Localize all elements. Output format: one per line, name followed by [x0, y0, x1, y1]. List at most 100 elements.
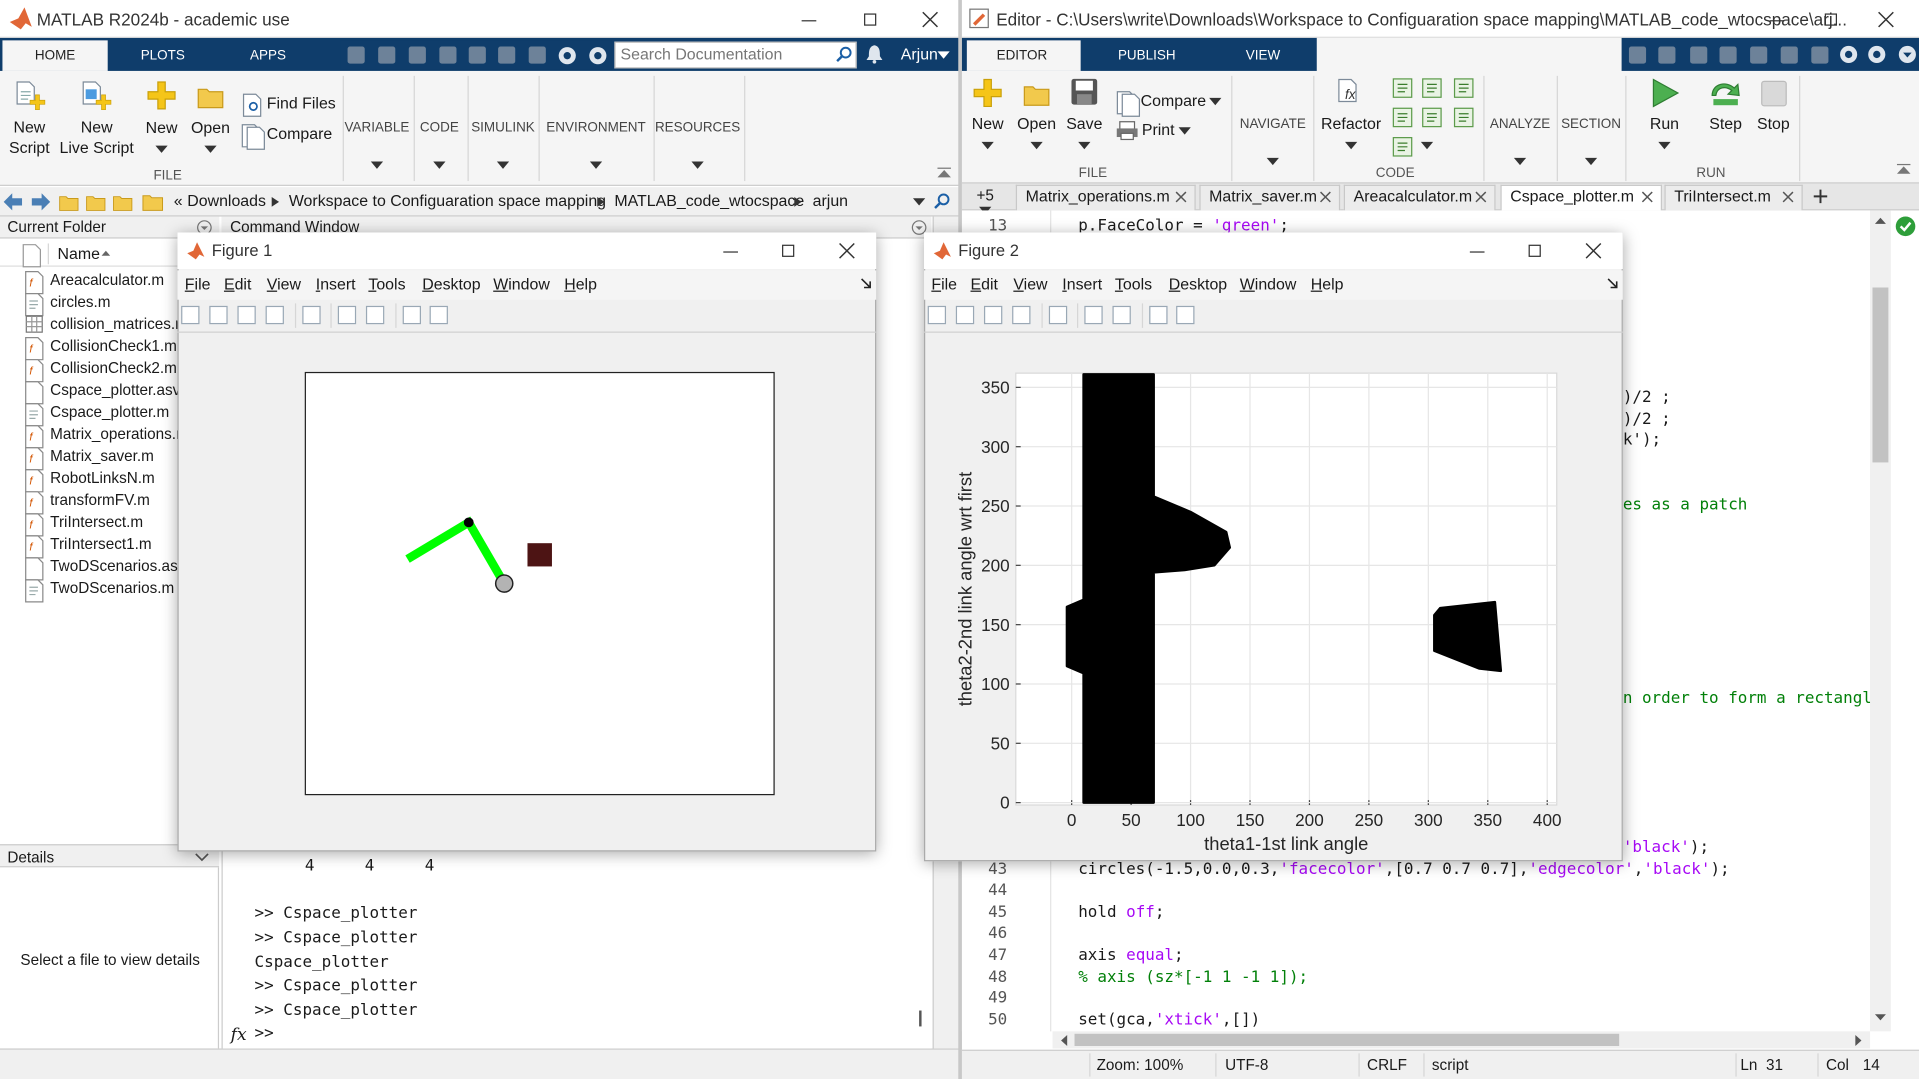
- scroll-thumb[interactable]: [1074, 1033, 1620, 1047]
- figure-toolbar-button[interactable]: [983, 305, 1003, 325]
- file-tab[interactable]: [1664, 184, 1803, 211]
- menu-item[interactable]: Help: [564, 274, 597, 294]
- toolstrip-button[interactable]: Find Files: [266, 93, 336, 112]
- file-entry[interactable]: TriIntersect1.m: [50, 535, 152, 553]
- quick-access-icon[interactable]: [498, 46, 516, 64]
- figure-toolbar-button[interactable]: [927, 305, 947, 325]
- figure-toolbar-button[interactable]: [209, 305, 228, 325]
- toolstrip-section[interactable]: ENVIRONMENT: [546, 120, 646, 136]
- quick-access-icon[interactable]: [1780, 46, 1798, 64]
- menu-item[interactable]: Edit: [970, 274, 998, 294]
- toolstrip-button[interactable]: New Live Script: [59, 117, 134, 157]
- ribbon-tab[interactable]: HOME: [34, 48, 76, 64]
- more-tabs-button[interactable]: +5: [976, 186, 994, 205]
- figure-toolbar-button[interactable]: [955, 305, 975, 325]
- quick-access-icon[interactable]: [439, 46, 457, 64]
- file-entry[interactable]: collision_matrices.mat: [50, 315, 201, 333]
- column-header-label[interactable]: Name: [57, 244, 100, 263]
- menu-item[interactable]: Desktop: [1168, 274, 1228, 294]
- menu-item[interactable]: Desktop: [422, 274, 481, 294]
- figure-toolbar-button[interactable]: [1084, 305, 1103, 325]
- quick-access-icon[interactable]: [1811, 46, 1829, 64]
- toolstrip-button[interactable]: Save: [1066, 114, 1103, 133]
- toolstrip-button[interactable]: Print: [1141, 120, 1175, 139]
- menu-item[interactable]: View: [266, 274, 302, 294]
- figure-toolbar-button[interactable]: [1112, 305, 1131, 325]
- figure-toolbar-button[interactable]: [402, 305, 422, 325]
- quick-access-icon[interactable]: [1750, 46, 1768, 64]
- search-box[interactable]: [614, 41, 857, 69]
- quick-access-icon[interactable]: [1719, 46, 1737, 64]
- toolstrip-section[interactable]: ANALYZE: [1489, 117, 1551, 132]
- figure-toolbar-button[interactable]: [1048, 305, 1068, 325]
- figure-toolbar-button[interactable]: [1149, 305, 1168, 325]
- file-entry[interactable]: RobotLinksN.m: [50, 469, 155, 487]
- quick-access-icon[interactable]: [1628, 46, 1647, 64]
- quick-access-icon[interactable]: [1690, 46, 1708, 64]
- toolstrip-button[interactable]: New: [971, 114, 1004, 133]
- file-tab[interactable]: [1199, 184, 1341, 211]
- menu-item[interactable]: Insert: [315, 274, 356, 294]
- menu-item[interactable]: Window: [493, 274, 550, 294]
- figure-toolbar-button[interactable]: [1176, 305, 1195, 325]
- scroll-thumb[interactable]: [1872, 287, 1889, 463]
- figure-toolbar-button[interactable]: [337, 305, 357, 325]
- figure-toolbar-button[interactable]: [365, 305, 385, 325]
- file-entry[interactable]: Cspace_plotter.asv: [50, 381, 181, 399]
- menu-item[interactable]: File: [931, 274, 958, 294]
- toolstrip-section[interactable]: NAVIGATE: [1239, 117, 1306, 132]
- toolstrip-button[interactable]: Compare: [1140, 91, 1207, 110]
- ribbon-tab[interactable]: PUBLISH: [1117, 48, 1176, 64]
- quick-access-icon[interactable]: [528, 46, 546, 64]
- file-entry[interactable]: Matrix_saver.m: [50, 447, 154, 465]
- menu-item[interactable]: View: [1013, 274, 1048, 294]
- file-entry[interactable]: Cspace_plotter.m: [50, 403, 170, 421]
- menu-item[interactable]: Tools: [1114, 274, 1153, 294]
- toolstrip-section[interactable]: VARIABLE: [344, 120, 410, 136]
- file-entry[interactable]: transformFV.m: [50, 491, 150, 509]
- toolstrip-button[interactable]: Refactor: [1321, 114, 1382, 133]
- breadcrumb[interactable]: Workspace to Configuaration space mappin…: [288, 191, 607, 210]
- toolstrip-section[interactable]: SIMULINK: [471, 120, 535, 136]
- breadcrumb[interactable]: arjun: [812, 191, 849, 210]
- menu-item[interactable]: File: [184, 274, 211, 294]
- ribbon-tab[interactable]: EDITOR: [996, 48, 1048, 64]
- figure-toolbar-button[interactable]: [1012, 305, 1031, 325]
- file-entry[interactable]: TriIntersect.m: [50, 513, 144, 531]
- figure-toolbar-button[interactable]: [302, 305, 321, 325]
- file-tab[interactable]: [1500, 184, 1662, 211]
- menu-item[interactable]: Tools: [368, 274, 406, 294]
- toolstrip-button[interactable]: Open: [1017, 114, 1057, 133]
- function-browser[interactable]: fx: [230, 1025, 247, 1045]
- menu-item[interactable]: Edit: [223, 274, 252, 294]
- menu-item[interactable]: Insert: [1062, 274, 1103, 294]
- user-menu[interactable]: Arjun: [900, 44, 938, 64]
- file-entry[interactable]: TwoDScenarios.asv: [50, 557, 186, 575]
- ribbon-tab[interactable]: APPS: [250, 48, 286, 64]
- quick-access-icon[interactable]: [408, 46, 426, 64]
- ribbon-tab[interactable]: PLOTS: [140, 48, 185, 64]
- toolstrip-button[interactable]: Compare: [266, 124, 333, 143]
- toolstrip-button[interactable]: Open: [191, 118, 230, 137]
- figure-toolbar-button[interactable]: [181, 305, 200, 325]
- file-tab[interactable]: [1343, 184, 1496, 211]
- ribbon-tab[interactable]: VIEW: [1245, 48, 1281, 64]
- file-entry[interactable]: circles.m: [50, 293, 111, 311]
- quick-access-icon[interactable]: [1658, 46, 1676, 64]
- quick-access-icon[interactable]: [347, 46, 365, 64]
- toolstrip-section[interactable]: RESOURCES: [654, 120, 741, 136]
- menu-item[interactable]: Window: [1239, 274, 1297, 294]
- file-entry[interactable]: CollisionCheck1.m: [50, 337, 177, 355]
- breadcrumb[interactable]: MATLAB_code_wtocspace: [614, 191, 805, 210]
- file-tab[interactable]: [1015, 184, 1196, 211]
- quick-access-icon[interactable]: [468, 46, 486, 64]
- figure-toolbar-button[interactable]: [265, 305, 284, 325]
- quick-access-icon[interactable]: [378, 46, 396, 64]
- menu-item[interactable]: Help: [1310, 274, 1344, 294]
- toolstrip-button[interactable]: New Script: [9, 117, 50, 157]
- toolstrip-section[interactable]: CODE: [419, 120, 459, 136]
- file-entry[interactable]: Areacalculator.m: [50, 271, 165, 289]
- toolstrip-button[interactable]: Run: [1649, 114, 1680, 133]
- figure-toolbar-button[interactable]: [237, 305, 256, 325]
- breadcrumb[interactable]: Downloads: [187, 191, 266, 210]
